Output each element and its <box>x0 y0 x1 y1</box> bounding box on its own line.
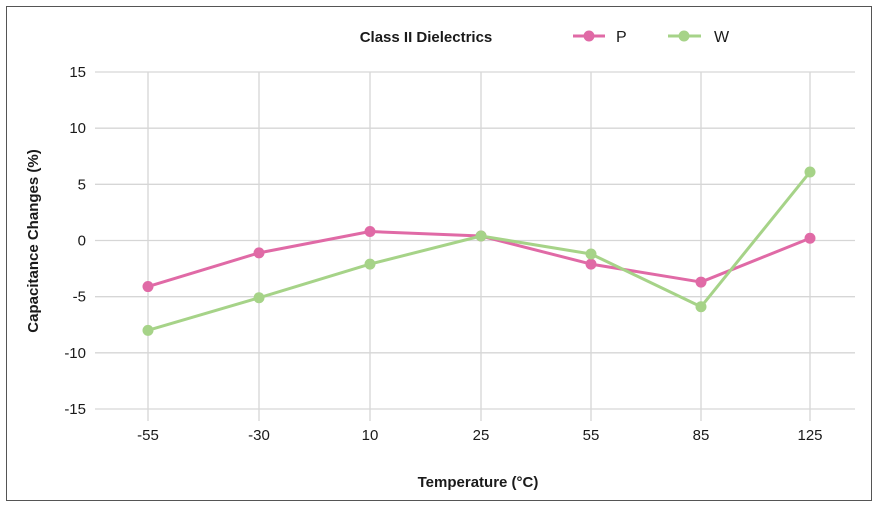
x-tick-label: 125 <box>797 427 822 444</box>
y-tick-label: 10 <box>69 120 86 137</box>
data-point <box>364 226 376 238</box>
x-tick-label: -55 <box>137 427 159 444</box>
legend-item-p: P <box>573 29 627 46</box>
data-point <box>804 232 816 244</box>
data-point <box>253 292 265 304</box>
y-tick-label: 5 <box>78 176 86 193</box>
y-tick-labels: 15 10 5 0 -5 -10 -15 <box>64 64 86 418</box>
legend-p-marker <box>583 30 595 42</box>
y-tick-label: -5 <box>73 289 86 306</box>
y-tick-label: 15 <box>69 64 86 81</box>
data-point <box>253 247 265 259</box>
chart-frame <box>6 6 872 501</box>
y-tick-label: -10 <box>64 345 86 362</box>
grid <box>95 71 855 421</box>
legend: P W <box>573 29 730 46</box>
series-w <box>142 166 816 336</box>
data-point <box>142 324 154 336</box>
series-lines <box>142 166 816 336</box>
x-tick-label: 25 <box>473 427 490 444</box>
x-tick-label: 85 <box>693 427 710 444</box>
data-point <box>695 276 707 288</box>
data-point <box>585 248 597 260</box>
y-tick-label: 0 <box>78 233 86 250</box>
series-line-w <box>147 171 812 332</box>
legend-w-label: W <box>714 29 730 46</box>
x-axis-label: Temperature (°C) <box>418 474 539 491</box>
data-point <box>364 258 376 270</box>
legend-item-w: W <box>668 29 730 46</box>
x-tick-label: 55 <box>583 427 600 444</box>
x-tick-label: -30 <box>248 427 270 444</box>
chart-title: Class II Dielectrics <box>360 29 493 46</box>
x-tick-labels: -55 -30 10 25 55 85 125 <box>137 427 822 444</box>
data-point <box>695 301 707 313</box>
y-tick-label: -15 <box>64 401 86 418</box>
data-point <box>804 166 816 178</box>
data-point <box>585 258 597 270</box>
legend-p-label: P <box>616 29 627 46</box>
y-axis-label: Capacitance Changes (%) <box>25 149 42 332</box>
data-point <box>142 281 154 293</box>
x-tick-label: 10 <box>362 427 379 444</box>
legend-w-marker <box>678 30 690 42</box>
data-point <box>475 230 487 242</box>
